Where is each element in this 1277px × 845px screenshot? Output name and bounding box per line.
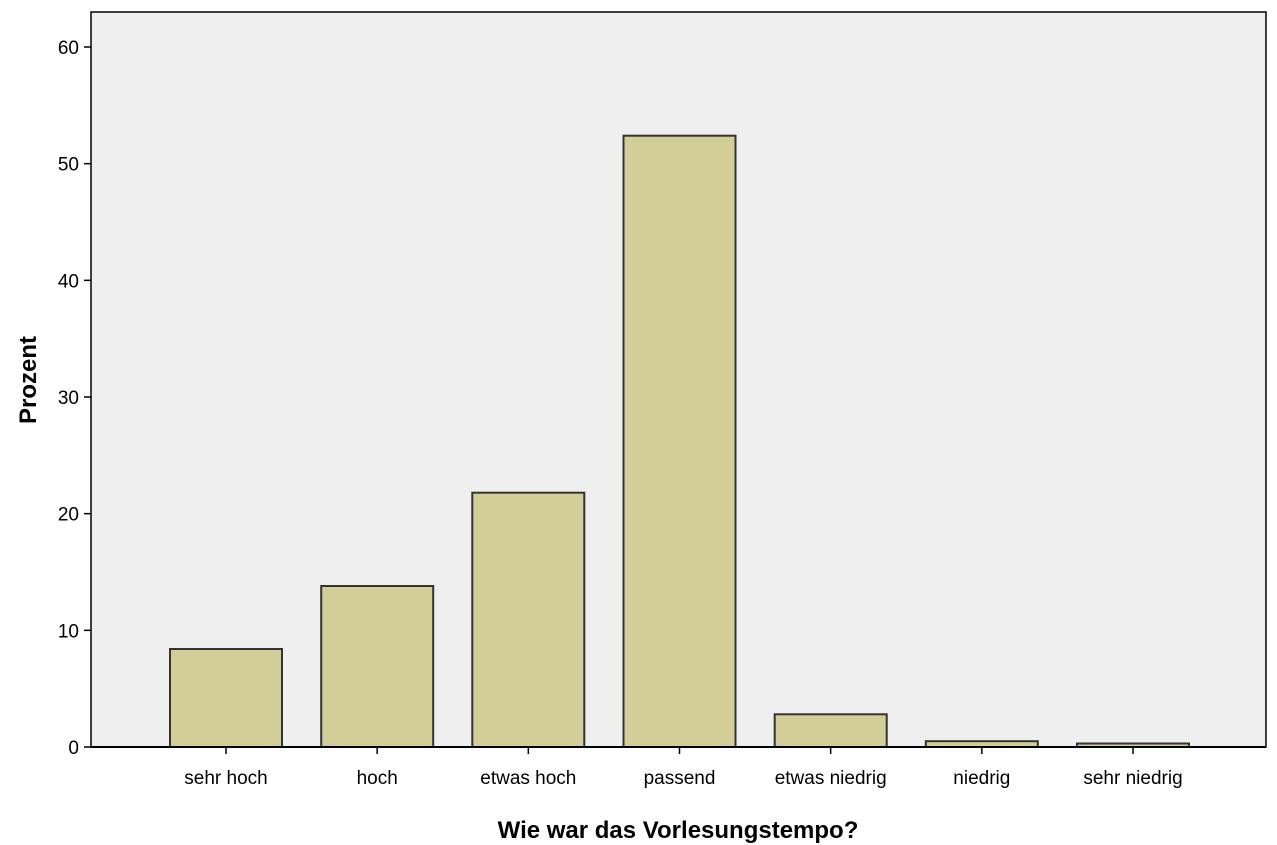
x-tick-label: sehr hoch [184, 768, 267, 789]
bar-etwas-niedrig [773, 713, 888, 748]
bars [169, 134, 1190, 749]
x-tick-label: etwas hoch [480, 768, 576, 789]
x-tick-label: sehr niedrig [1083, 768, 1182, 789]
x-tick-label: etwas niedrig [775, 768, 887, 789]
bar-passend [622, 134, 737, 748]
x-tick-label: passend [644, 768, 716, 789]
y-tick-label: 10 [58, 621, 79, 642]
y-tick-label: 20 [58, 505, 79, 526]
x-axis: sehr hoch hoch etwas hoch passend etwas nied… [91, 746, 1266, 789]
y-tick-label: 50 [58, 155, 79, 176]
x-tick-label: niedrig [953, 768, 1010, 789]
y-tick-label: 40 [58, 271, 79, 292]
x-axis-title: Wie war das Vorlesungstempo? [498, 817, 859, 844]
y-tick-label: 60 [58, 38, 79, 59]
bar-sehr-hoch [169, 648, 283, 748]
y-axis-title: Prozent [15, 336, 42, 424]
bar-etwas-hoch [471, 491, 586, 749]
y-axis: 0 10 20 30 40 50 60 [58, 38, 91, 759]
y-tick-label: 30 [58, 388, 79, 409]
y-tick-label: 0 [68, 738, 79, 759]
x-tick-label: hoch [357, 768, 398, 789]
bar-hoch [320, 585, 435, 748]
